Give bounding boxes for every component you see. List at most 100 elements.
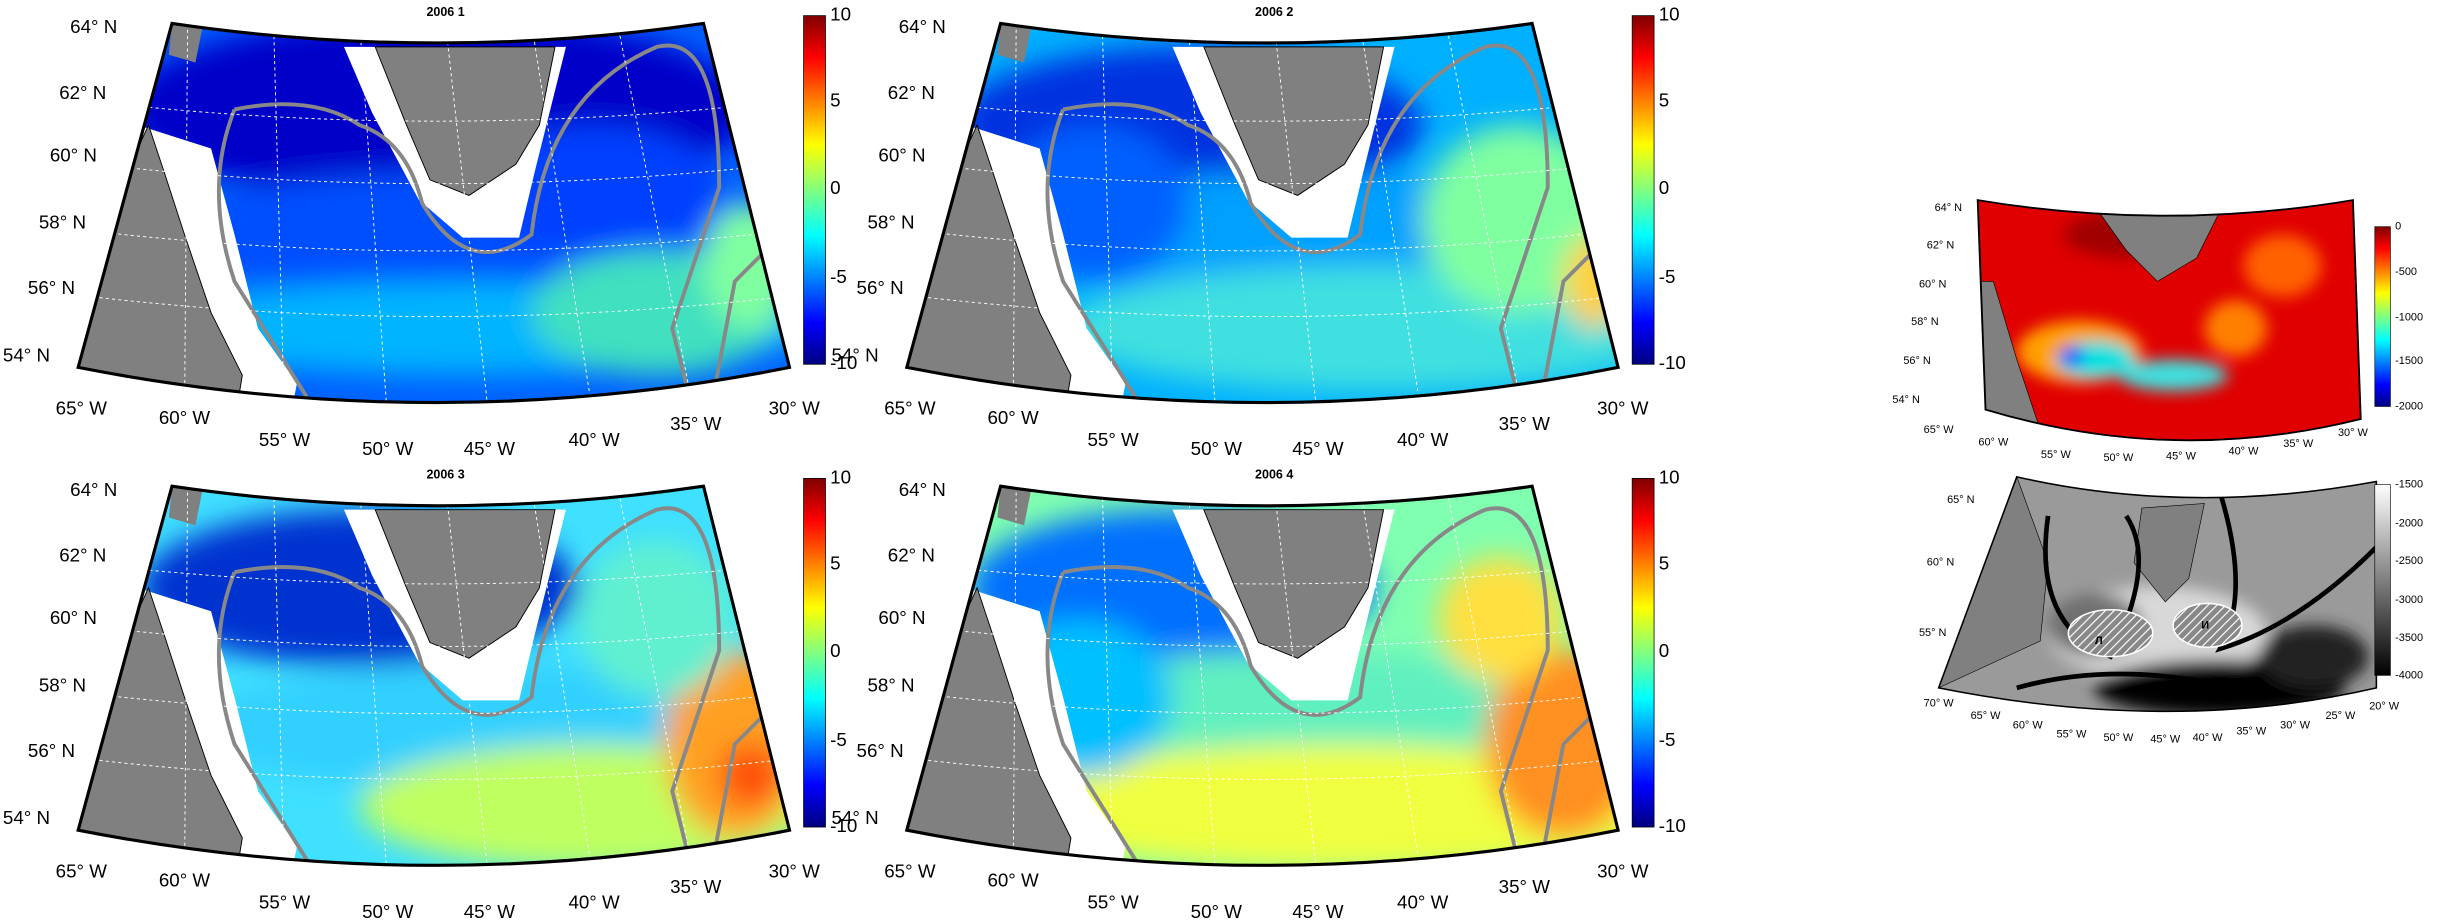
lat-label: 64° N xyxy=(1935,202,1962,214)
grid-line xyxy=(1359,486,1424,866)
grid-line xyxy=(78,751,790,780)
grid-line xyxy=(906,223,1619,252)
grid-line xyxy=(1012,486,1017,866)
field-blob xyxy=(1563,234,1619,329)
flow-line xyxy=(2215,491,2377,653)
lon-label: 65° W xyxy=(56,860,108,881)
lon-label: 35° W xyxy=(670,413,722,434)
colorbar xyxy=(2374,484,2391,676)
grid-line xyxy=(445,486,490,866)
lon-label: 60° W xyxy=(159,407,211,428)
colorbar-tick: -2500 xyxy=(2395,555,2423,567)
lat-label: 58° N xyxy=(1911,316,1938,328)
lat-label: 64° N xyxy=(70,16,117,37)
grid-line xyxy=(78,93,790,122)
lat-label: 56° N xyxy=(28,740,75,761)
lon-label: 70° W xyxy=(1924,697,1955,709)
lon-label: 45° W xyxy=(464,438,516,459)
lon-label: 30° W xyxy=(2338,427,2369,439)
land xyxy=(78,586,243,866)
grid-line xyxy=(906,93,1619,122)
lat-label: 54° N xyxy=(3,807,50,828)
grid-line xyxy=(78,556,790,585)
lat-label: 60° N xyxy=(878,144,925,165)
field-blob xyxy=(1422,125,1611,313)
inset-bottom: Л И 65° N 60° N 55° N 70° W 65° W 60° W 55° W 50°… xyxy=(1919,475,2423,745)
graticule xyxy=(906,486,1619,866)
land xyxy=(374,46,556,196)
grid-line xyxy=(273,486,286,866)
lon-label: 65° W xyxy=(884,860,936,881)
grid-line xyxy=(531,486,595,866)
colorbar xyxy=(2374,226,2391,407)
lon-label: 35° W xyxy=(670,876,722,897)
colorbar-tick: 10 xyxy=(830,4,851,25)
depth-contour xyxy=(1062,506,1550,855)
colorbar-tick: 0 xyxy=(2395,221,2401,233)
lon-label: 60° W xyxy=(2013,719,2044,731)
grid-line xyxy=(78,618,790,647)
colorbar-tick: 0 xyxy=(1659,177,1669,198)
colorbar xyxy=(803,15,826,365)
grid-line xyxy=(617,486,697,866)
depth-contour xyxy=(234,43,722,392)
hatched-region xyxy=(2067,608,2154,658)
colorbar-tick: 0 xyxy=(1659,640,1669,661)
grid-line xyxy=(906,685,1619,715)
lat-label: 55° N xyxy=(1919,627,1946,639)
colorbar-tick: 0 xyxy=(830,640,840,661)
grid-line xyxy=(78,288,790,318)
lat-label: 62° N xyxy=(1927,239,1954,251)
lon-label: 45° W xyxy=(2166,450,2197,462)
colorbar-tick: 5 xyxy=(830,552,840,573)
lon-label: 30° W xyxy=(2280,719,2311,731)
lat-label: 54° N xyxy=(832,807,879,828)
lat-label: 54° N xyxy=(832,344,879,365)
depth-contour xyxy=(216,571,315,866)
land xyxy=(374,509,556,659)
flow-line xyxy=(2016,671,2268,698)
lon-label: 45° W xyxy=(1292,438,1344,459)
colorbar-tick: 5 xyxy=(830,90,840,111)
grid-line xyxy=(1101,486,1114,866)
colorbar-tick: -10 xyxy=(1659,352,1686,373)
lat-label: 60° N xyxy=(50,607,97,628)
grid-line xyxy=(359,486,389,866)
lon-label: 35° W xyxy=(1499,876,1551,897)
lon-label: 30° W xyxy=(1597,860,1649,881)
map-panel: 2006 1 64° N 62° N 60° N 58° N 56° N 54° N 65° … xyxy=(3,4,857,460)
colorbar-tick: -1000 xyxy=(2395,311,2423,323)
lat-label: 65° N xyxy=(1947,494,1974,506)
grid-line xyxy=(1187,23,1217,403)
graticule xyxy=(78,486,790,866)
lon-label: 30° W xyxy=(769,860,821,881)
depth-contour xyxy=(1045,571,1143,866)
lon-label: 40° W xyxy=(1397,892,1449,913)
lat-label: 56° N xyxy=(857,277,904,298)
lat-label: 56° N xyxy=(28,277,75,298)
lon-label: 55° W xyxy=(259,892,311,913)
land xyxy=(1203,46,1385,196)
lon-label: 55° W xyxy=(1088,429,1140,450)
lon-label: 50° W xyxy=(2103,452,2134,464)
grid-line xyxy=(78,685,790,715)
lon-label: 50° W xyxy=(1191,901,1243,920)
map-panel: 2006 4 64° N 62° N 60° N 58° N 56° N 54° N 65° … xyxy=(832,466,1686,920)
lat-label: 54° N xyxy=(1892,394,1919,406)
map-frame xyxy=(1937,475,2378,713)
lat-label: 58° N xyxy=(39,674,86,695)
grid-line xyxy=(1273,23,1319,403)
map-frame xyxy=(76,484,792,867)
depth-contour xyxy=(234,506,722,855)
colorbar-tick: 10 xyxy=(1659,4,1680,25)
panel-title: 2006 4 xyxy=(1255,468,1293,482)
colorbar-tick: -10 xyxy=(1659,815,1686,836)
lon-label: 40° W xyxy=(2229,446,2260,458)
lon-label: 60° W xyxy=(987,407,1039,428)
map-panel: 2006 3 64° N 62° N 60° N 58° N 56° N 54° N 65° … xyxy=(3,466,857,920)
lat-label: 60° N xyxy=(50,144,97,165)
lon-label: 20° W xyxy=(2369,701,2400,713)
colorbar-tick: -2000 xyxy=(2395,400,2423,412)
inset-field xyxy=(1938,476,2377,712)
